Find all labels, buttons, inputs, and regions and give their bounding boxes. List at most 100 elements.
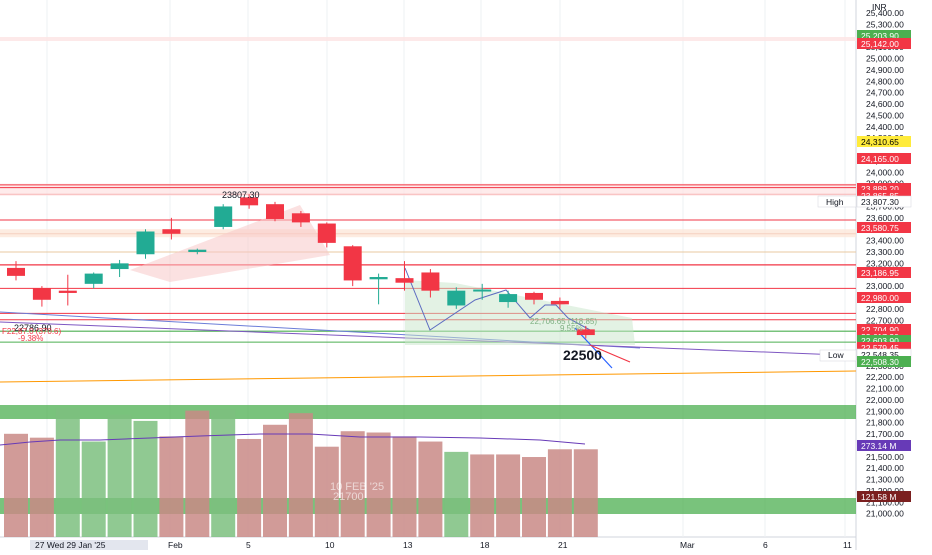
price-tick-label: 24,900.00: [866, 65, 904, 75]
volume-bar: [418, 441, 443, 537]
price-tick-label: 21,700.00: [866, 429, 904, 439]
price-tick-label: 21,400.00: [866, 463, 904, 473]
volume-bar: [392, 436, 417, 537]
price-tick-label: 22,700.00: [866, 315, 904, 325]
time-tick-label: 11: [843, 540, 852, 550]
price-badge: [857, 292, 911, 303]
low-badge-label: Low: [828, 350, 844, 360]
time-axis-highlight: [30, 540, 148, 550]
volume-badge-label: 121.58 M: [861, 492, 896, 502]
price-tick-label: 23,300.00: [866, 247, 904, 257]
volume-bar: [81, 441, 106, 537]
price-badge-label: 25,203.90: [861, 31, 899, 41]
volume-bar: [159, 436, 184, 537]
currency-label: INR: [872, 2, 887, 12]
candle-body: [576, 329, 595, 336]
candle-body: [447, 290, 466, 306]
candle-body: [58, 290, 77, 293]
price-tick-label: 24,500.00: [866, 110, 904, 120]
price-tick-label: 21,800.00: [866, 418, 904, 428]
volume-bar: [496, 454, 521, 537]
flag-measure-label: 22,706.65 (118.85): [530, 317, 597, 326]
forecast-arrow-red: [589, 344, 631, 363]
target-price-label: 22500: [563, 347, 602, 363]
price-badge: [857, 342, 911, 353]
candle-body: [162, 229, 181, 234]
price-badge-label: 23,807.30: [861, 197, 899, 207]
volume-badge: [857, 491, 911, 502]
volume-bar: [547, 449, 572, 537]
candle-body: [110, 263, 129, 270]
price-badge: [857, 153, 911, 164]
top-zone: [0, 37, 856, 41]
price-tick-label: 23,400.00: [866, 236, 904, 246]
time-tick-label: 27 Wed 29 Jan '25: [35, 540, 106, 550]
price-badge-label: 24,310.65: [861, 137, 899, 147]
price-axis[interactable]: INR 25,400.0025,300.0025,100.0025,000.00…: [817, 2, 912, 519]
price-badge: [857, 183, 911, 194]
price-badge-label: 22,579.45: [861, 343, 899, 353]
price-tick-label: 24,600.00: [866, 99, 904, 109]
orange-trendline: [0, 370, 857, 383]
price-badge-label: 22,980.00: [861, 293, 899, 303]
flag-measure-percent: 9.55%: [560, 324, 583, 333]
candle-body: [525, 292, 543, 300]
price-tick-label: 24,800.00: [866, 76, 904, 86]
price-badge: [857, 335, 911, 346]
candle-body: [266, 204, 284, 219]
time-tick-label: 21: [558, 540, 568, 550]
price-badge-label: 22,508.30: [861, 357, 899, 367]
price-tick-label: 21,200.00: [866, 486, 904, 496]
price-tick-label: 23,600.00: [866, 213, 904, 223]
price-badge-label: 22,603.90: [861, 336, 899, 346]
left-measure-label: F22,87.0 (370.6): [2, 327, 61, 336]
candle-body: [84, 273, 103, 284]
candle-body: [343, 246, 362, 281]
candle-body: [188, 249, 207, 252]
volume-ma-badge-label: 273.14 M: [861, 441, 896, 451]
price-badge-label: 25,142.00: [861, 39, 899, 49]
price-tick-label: 22,100.00: [866, 384, 904, 394]
low-badge: [819, 349, 857, 362]
price-tick-label: 24,700.00: [866, 88, 904, 98]
price-tick-label: 21,000.00: [866, 509, 904, 519]
volume-ma-line: [0, 433, 586, 446]
volume-bar: [522, 457, 546, 537]
time-axis[interactable]: 27 Wed 29 Jan '25 Feb 5 10 13 18 21 Mar 6 11: [30, 540, 852, 550]
price-badge-label: 23,580.75: [861, 223, 899, 233]
candle-body: [214, 206, 233, 227]
price-tick-label: 22,800.00: [866, 304, 904, 314]
price-tick-label: 21,900.00: [866, 406, 904, 416]
candle-body: [317, 223, 336, 243]
volume-bar: [340, 431, 365, 537]
candle-body: [240, 197, 259, 206]
candle-body: [32, 288, 51, 300]
time-tick-label: 5: [246, 540, 251, 550]
price-badge: [857, 136, 911, 147]
price-badge: [857, 222, 911, 233]
price-tick-label: 23,200.00: [866, 258, 904, 268]
volume-bar: [29, 437, 54, 537]
resistance-zone: [0, 229, 856, 238]
candle-layer: [7, 194, 595, 339]
price-badge-label: 23,889.20: [861, 184, 899, 194]
time-tick-label: Feb: [168, 540, 183, 550]
candle-body: [473, 289, 492, 292]
time-tick-label: 18: [480, 540, 490, 550]
price-badge-label: 22,548.35: [861, 350, 899, 360]
candle-body: [369, 277, 388, 280]
volume-bar: [237, 438, 262, 537]
time-tick-label: Mar: [680, 540, 695, 550]
volume-bar: [573, 449, 598, 537]
time-tick-label: 13: [403, 540, 413, 550]
candle-body: [421, 272, 440, 291]
price-tick-label: 25,400.00: [866, 8, 904, 18]
price-tick-label: 24,000.00: [866, 167, 904, 177]
price-tick-label: 22,200.00: [866, 372, 904, 382]
candle-body: [550, 300, 569, 305]
volume-bar: [366, 432, 391, 537]
price-badge: [857, 267, 911, 278]
candle-body: [499, 294, 518, 303]
